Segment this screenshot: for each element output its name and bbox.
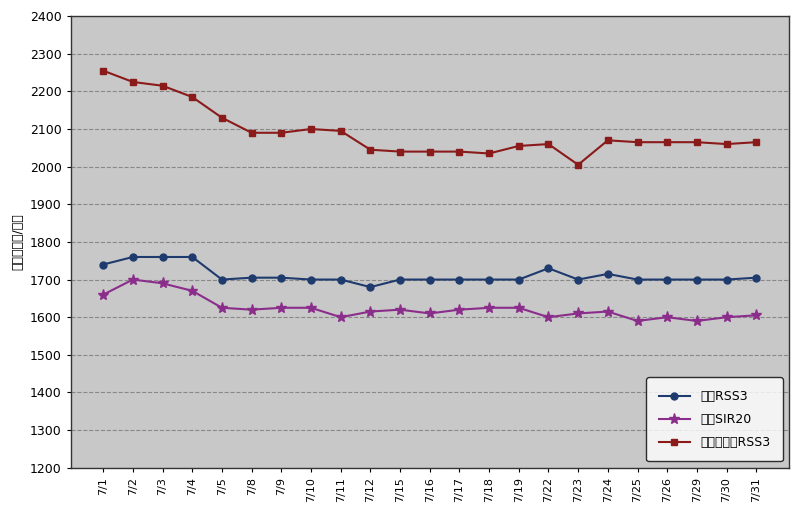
新加坡期货RSS3	[395, 149, 405, 155]
印尻SIR20	[692, 318, 702, 324]
新加坡期货RSS3	[217, 114, 226, 121]
Line: 新加坡期货RSS3: 新加坡期货RSS3	[100, 67, 760, 168]
泰国RSS3	[366, 284, 375, 290]
泰国RSS3	[544, 265, 554, 271]
Line: 印尻SIR20: 印尻SIR20	[98, 274, 762, 326]
印尻SIR20	[128, 277, 138, 283]
印尻SIR20	[454, 307, 464, 313]
新加坡期货RSS3	[128, 79, 138, 85]
印尻SIR20	[751, 312, 761, 319]
印尻SIR20	[574, 310, 583, 317]
新加坡期货RSS3	[247, 130, 257, 136]
泰国RSS3	[751, 274, 761, 281]
新加坡期货RSS3	[277, 130, 286, 136]
印尻SIR20	[722, 314, 731, 320]
Legend: 泰国RSS3, 印尻SIR20, 新加坡期货RSS3: 泰国RSS3, 印尻SIR20, 新加坡期货RSS3	[646, 378, 782, 462]
新加坡期货RSS3	[425, 149, 434, 155]
泰国RSS3	[306, 277, 316, 283]
印尻SIR20	[306, 305, 316, 311]
印尻SIR20	[395, 307, 405, 313]
印尻SIR20	[425, 310, 434, 317]
泰国RSS3	[187, 254, 197, 260]
泰国RSS3	[277, 274, 286, 281]
新加坡期货RSS3	[484, 150, 494, 156]
泰国RSS3	[395, 277, 405, 283]
新加坡期货RSS3	[662, 139, 672, 145]
印尻SIR20	[336, 314, 346, 320]
印尻SIR20	[187, 288, 197, 294]
印尻SIR20	[217, 305, 226, 311]
印尻SIR20	[366, 308, 375, 314]
泰国RSS3	[662, 277, 672, 283]
印尻SIR20	[603, 308, 613, 314]
新加坡期货RSS3	[187, 94, 197, 100]
泰国RSS3	[425, 277, 434, 283]
印尻SIR20	[98, 291, 108, 298]
泰国RSS3	[247, 274, 257, 281]
印尻SIR20	[544, 314, 554, 320]
泰国RSS3	[454, 277, 464, 283]
新加坡期货RSS3	[722, 141, 731, 147]
新加坡期货RSS3	[306, 126, 316, 132]
新加坡期货RSS3	[366, 147, 375, 153]
泰国RSS3	[603, 271, 613, 277]
新加坡期货RSS3	[454, 149, 464, 155]
Line: 泰国RSS3: 泰国RSS3	[100, 253, 760, 290]
泰国RSS3	[574, 277, 583, 283]
印尻SIR20	[484, 305, 494, 311]
新加坡期货RSS3	[633, 139, 642, 145]
泰国RSS3	[128, 254, 138, 260]
泰国RSS3	[722, 277, 731, 283]
新加坡期货RSS3	[574, 162, 583, 168]
新加坡期货RSS3	[336, 128, 346, 134]
泰国RSS3	[514, 277, 523, 283]
新加坡期货RSS3	[692, 139, 702, 145]
印尻SIR20	[514, 305, 523, 311]
泰国RSS3	[336, 277, 346, 283]
印尻SIR20	[662, 314, 672, 320]
印尻SIR20	[158, 280, 167, 286]
印尻SIR20	[633, 318, 642, 324]
新加坡期货RSS3	[603, 137, 613, 144]
新加坡期货RSS3	[514, 143, 523, 149]
Y-axis label: 价格（美元/吨）: 价格（美元/吨）	[11, 213, 24, 270]
新加坡期货RSS3	[751, 139, 761, 145]
印尻SIR20	[277, 305, 286, 311]
新加坡期货RSS3	[98, 68, 108, 74]
泰国RSS3	[98, 262, 108, 268]
印尻SIR20	[247, 307, 257, 313]
泰国RSS3	[692, 277, 702, 283]
泰国RSS3	[484, 277, 494, 283]
泰国RSS3	[217, 277, 226, 283]
泰国RSS3	[158, 254, 167, 260]
泰国RSS3	[633, 277, 642, 283]
新加坡期货RSS3	[158, 83, 167, 89]
新加坡期货RSS3	[544, 141, 554, 147]
